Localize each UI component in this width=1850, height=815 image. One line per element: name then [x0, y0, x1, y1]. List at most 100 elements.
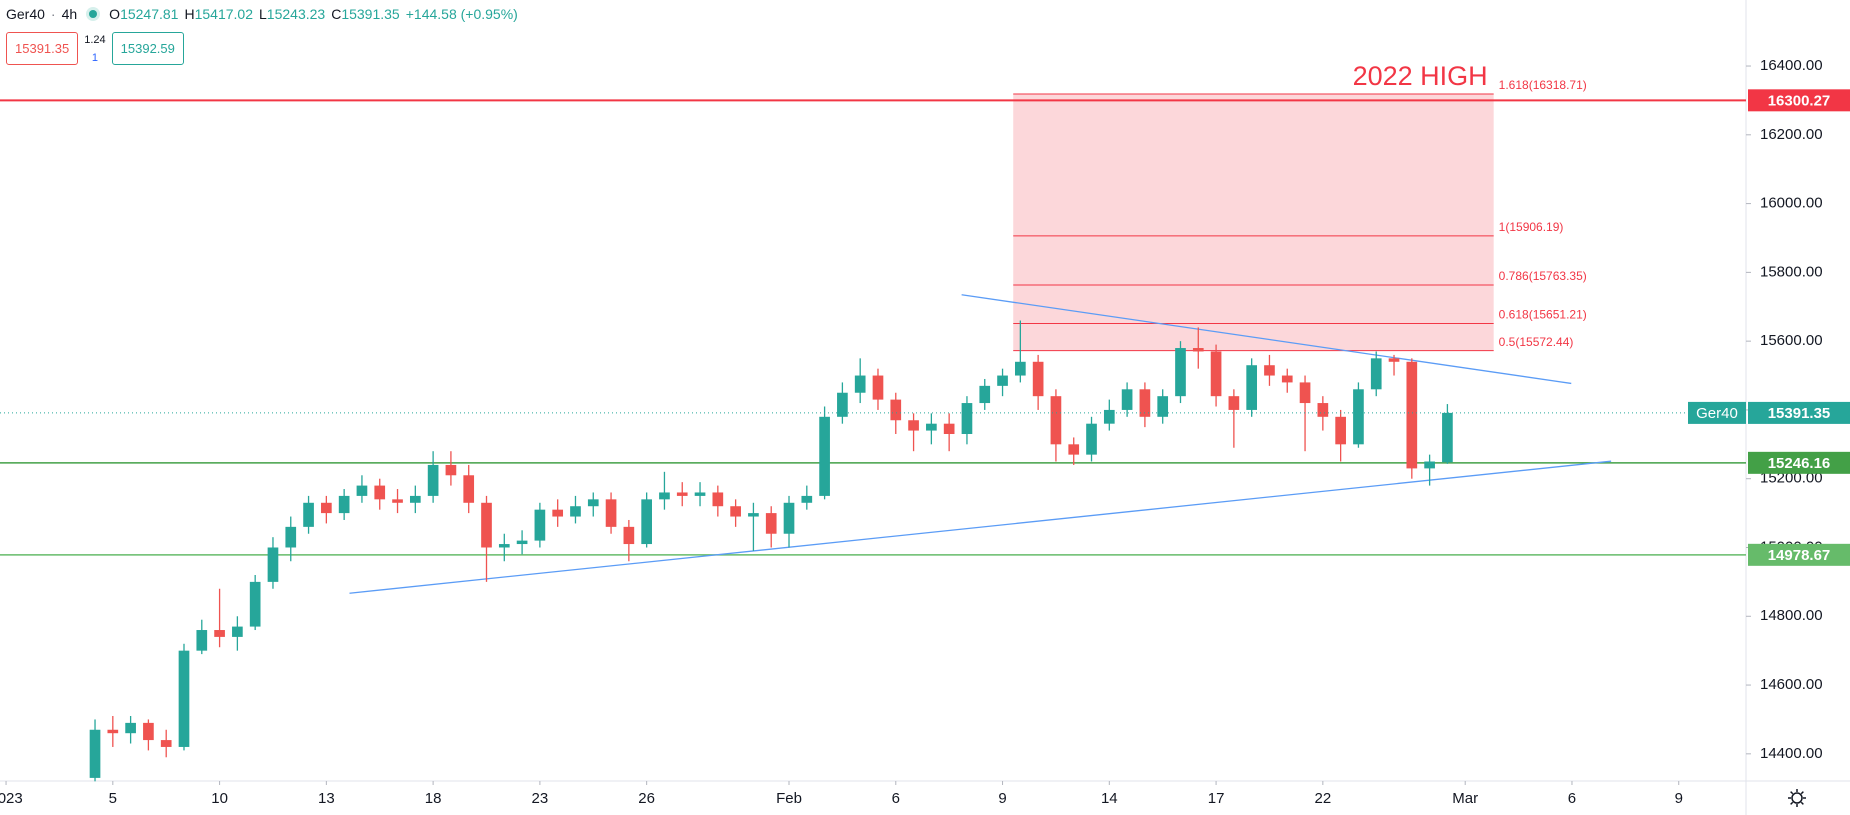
candle-body: [730, 506, 741, 517]
trade-panel: 15391.35 1.24 1 15392.59: [6, 32, 184, 65]
last-price-tag: [1748, 401, 1850, 424]
status-dot: [89, 10, 98, 18]
candle-body: [481, 502, 492, 548]
fib-label: 0.618(15651.21): [1499, 308, 1587, 322]
candle-body: [374, 485, 386, 500]
price-level-tag: [1748, 89, 1850, 112]
candle-body: [516, 540, 528, 545]
candle-body: [1015, 361, 1026, 376]
fib-label: 1.618(16318.71): [1499, 78, 1587, 92]
candle-body: [143, 722, 154, 741]
x-tick-label: 13: [318, 790, 335, 807]
candle-body: [961, 403, 973, 435]
candle-body: [1192, 348, 1204, 352]
candle-body: [1353, 389, 1364, 445]
candle-body: [125, 722, 136, 734]
x-tick-label: 6: [1568, 790, 1576, 807]
x-tick-label: Mar: [1452, 790, 1478, 807]
x-tick-label: 23: [532, 790, 549, 807]
candle-body: [641, 499, 652, 545]
x-tick-label: 10: [211, 790, 228, 807]
symbol-tag-label: Ger40: [1696, 405, 1738, 422]
candle-body: [997, 375, 1008, 386]
candle-body: [1139, 389, 1151, 417]
candle-body: [463, 475, 475, 503]
candle-body: [1442, 412, 1453, 463]
x-tick-label: 18: [425, 790, 442, 807]
spread-info: 1.24 1: [84, 34, 105, 64]
candle-body: [409, 495, 421, 503]
settings-icon: [1788, 789, 1806, 807]
candle-body: [214, 630, 225, 637]
y-tick-label: 14800.00: [1760, 607, 1823, 624]
interval: 4h: [61, 6, 78, 22]
candle-body: [908, 420, 919, 431]
price-level-label: 16300.27: [1768, 92, 1831, 109]
sell-button[interactable]: 15391.35: [6, 32, 79, 65]
candle-body: [232, 626, 243, 637]
candle-body: [570, 506, 581, 517]
ohlc-prefix: O: [109, 6, 121, 22]
ohlc-high: 15417.02: [194, 6, 253, 22]
y-tick-label: 16000.00: [1760, 195, 1823, 212]
candle-body: [1424, 461, 1435, 469]
candle-body: [552, 509, 564, 517]
candle-body: [872, 375, 884, 400]
candle-body: [1050, 396, 1062, 445]
candle-body: [196, 630, 208, 651]
candle-body: [890, 399, 902, 421]
legend-header: Ger40 · 4h O15247.81 H15417.02 L15243.23…: [6, 6, 518, 22]
candle-body: [534, 509, 546, 541]
x-tick-label: Feb: [776, 790, 802, 807]
candle-body: [1175, 348, 1186, 397]
candle-body: [1228, 396, 1240, 410]
candle-body: [854, 375, 866, 393]
candle-body: [1370, 358, 1382, 390]
candle-body: [694, 492, 706, 496]
y-tick-label: 15600.00: [1760, 332, 1823, 349]
settings-icon-ray: [1800, 791, 1804, 795]
candle-body: [498, 544, 510, 548]
separator: ·: [50, 6, 56, 22]
candle-body: [1103, 409, 1115, 424]
candle-body: [765, 513, 777, 534]
candle-body: [1406, 361, 1418, 469]
settings-icon-ring: [1791, 792, 1803, 804]
candle-body: [445, 464, 457, 476]
candle-body: [160, 740, 172, 747]
candle-body: [267, 547, 279, 582]
quantity: 1: [91, 51, 98, 64]
candle-body: [249, 581, 261, 627]
candle-body: [605, 499, 617, 527]
candle-body: [676, 492, 688, 496]
ohlc-prefix: H: [184, 6, 195, 22]
last-price-label: 15391.35: [1768, 405, 1831, 422]
ohlc-low: 15243.23: [266, 6, 326, 22]
x-tick-label: 26: [638, 790, 655, 807]
candle-body: [1317, 403, 1329, 417]
candle-body: [587, 499, 599, 507]
fib-label: 0.5(15572.44): [1499, 335, 1574, 349]
candle-body: [623, 526, 635, 545]
candle-body: [1210, 351, 1222, 397]
candle-body: [89, 729, 101, 778]
ohlc-prefix: C: [331, 6, 342, 22]
y-tick-label: 15200.00: [1760, 470, 1823, 487]
price-level-label: 15246.16: [1768, 455, 1831, 472]
fib-label: 1(15906.19): [1499, 220, 1564, 234]
candle-body: [783, 502, 795, 534]
candle-body: [321, 502, 332, 514]
trendline: [349, 460, 1612, 594]
buy-button[interactable]: 15392.59: [111, 32, 184, 65]
x-tick-label: 2023: [0, 790, 23, 807]
candle-body: [1121, 389, 1133, 410]
annotation: 2022 HIGH: [1353, 61, 1488, 91]
y-tick-label: 14600.00: [1760, 676, 1823, 693]
y-tick-label: 16400.00: [1760, 57, 1823, 74]
change: +144.58 (+0.95%): [405, 6, 518, 22]
candle-body: [748, 513, 759, 517]
x-tick-label: 9: [998, 790, 1006, 807]
candle-body: [1246, 365, 1258, 410]
x-tick-label: 22: [1315, 790, 1332, 807]
candle-body: [338, 495, 350, 514]
